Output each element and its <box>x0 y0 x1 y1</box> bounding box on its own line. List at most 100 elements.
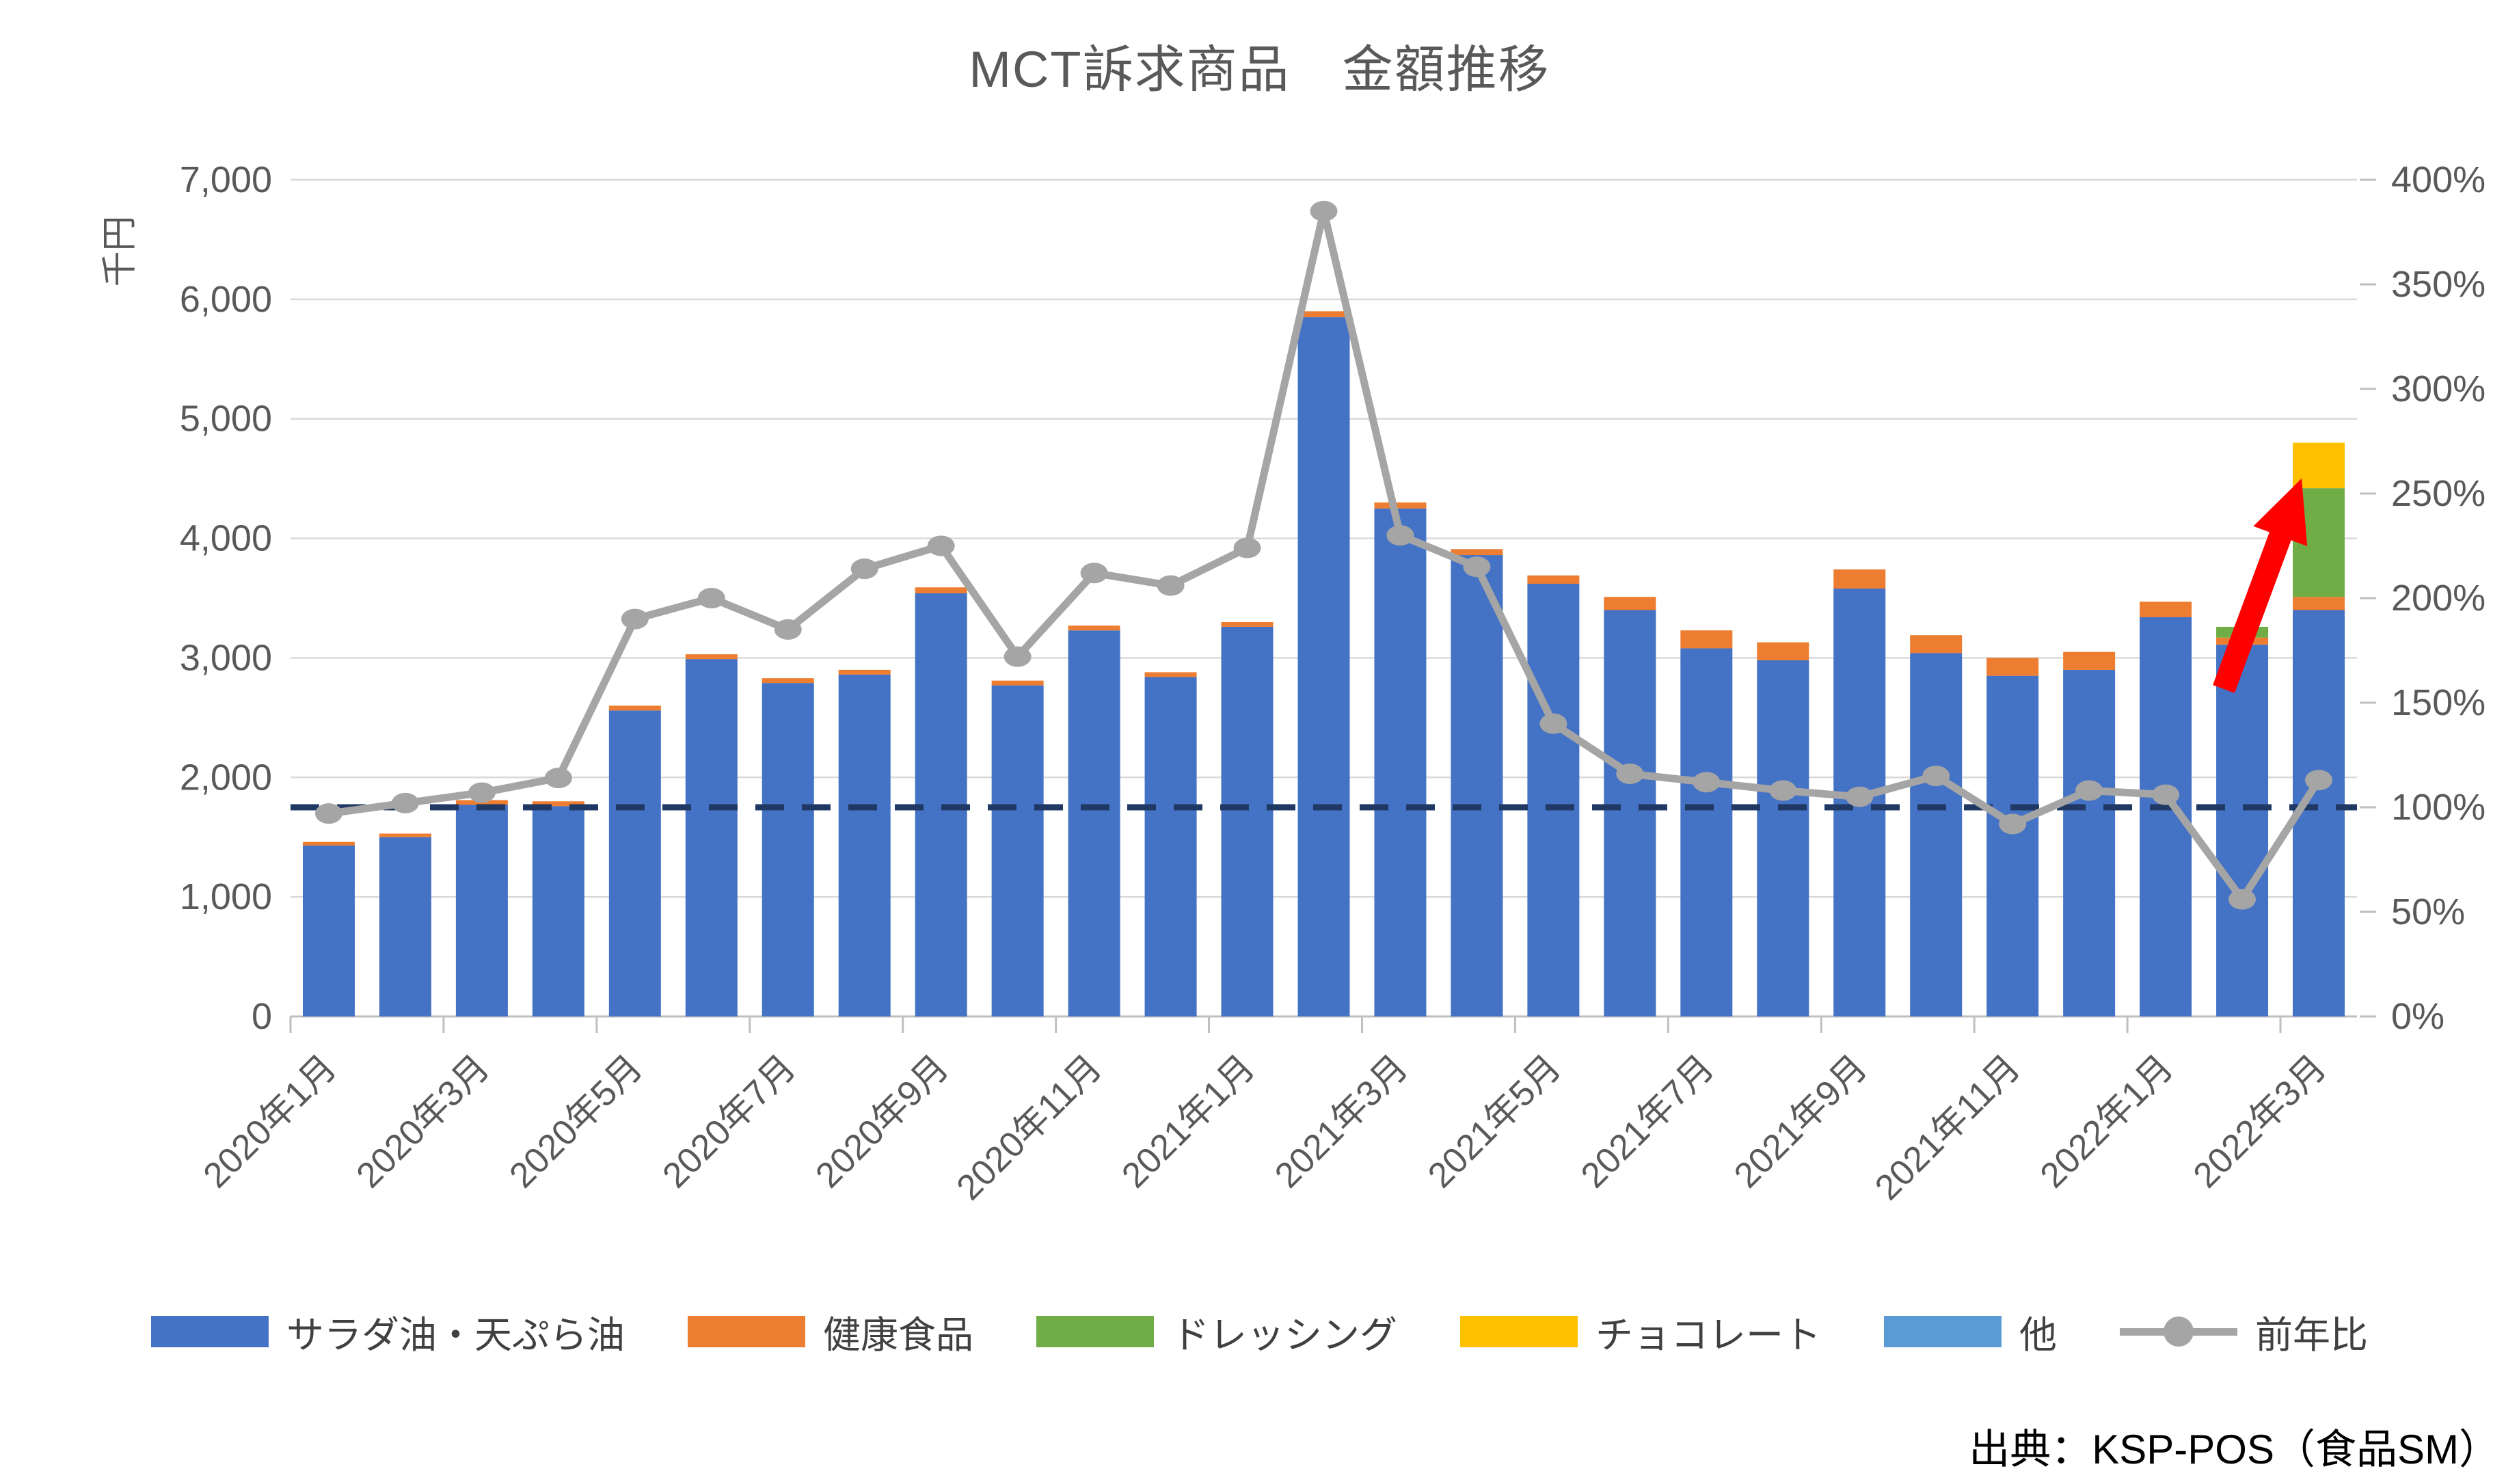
bar-segment <box>991 680 1044 686</box>
bar-segment <box>1527 575 1580 584</box>
bar-segment <box>1986 675 2039 1016</box>
legend-swatch-icon <box>150 1316 269 1347</box>
bar-segment <box>2216 645 2269 1016</box>
bar-segment <box>1527 584 1580 1016</box>
bar-segment <box>1297 311 1350 318</box>
bar-segment <box>1757 660 1809 1016</box>
right-axis-tick-label: 300% <box>2391 368 2486 409</box>
bar-segment <box>2140 602 2192 617</box>
yoy-line-marker <box>1386 525 1414 546</box>
yoy-line-marker <box>1922 766 1950 787</box>
legend-item-5: 前年比 <box>2120 1304 2368 1359</box>
yoy-line-marker <box>544 768 572 789</box>
bar-segment <box>1604 597 1656 610</box>
legend-swatch-icon <box>1460 1316 1578 1347</box>
bar-segment <box>1757 642 1809 660</box>
yoy-line-marker <box>927 535 955 556</box>
yoy-line-marker <box>1999 813 2027 835</box>
left-axis-tick-label: 4,000 <box>180 518 272 559</box>
yoy-line-marker <box>774 619 802 640</box>
bar-segment <box>1221 626 1274 1016</box>
bar-segment <box>838 669 891 675</box>
yoy-line-marker <box>314 803 342 824</box>
bar-segment <box>762 678 814 684</box>
left-axis-tick-label: 6,000 <box>180 279 272 320</box>
yoy-line-marker <box>1003 646 1032 667</box>
x-axis-label: 2020年5月 <box>502 1047 651 1196</box>
bar-segment <box>1910 653 1963 1016</box>
right-axis-tick-label: 150% <box>2391 682 2486 723</box>
bar-segment <box>1374 502 1427 509</box>
left-axis-tick-label: 0 <box>252 996 272 1037</box>
bar-segment <box>1986 658 2039 676</box>
x-axis-label: 2021年11月 <box>1868 1047 2028 1208</box>
legend-swatch-icon <box>1036 1316 1154 1347</box>
yoy-line-marker <box>1157 575 1185 596</box>
bar-segment <box>1451 549 1503 556</box>
legend-swatch-icon <box>1884 1316 2002 1347</box>
legend-label: 他 <box>2019 1314 2058 1356</box>
right-axis-tick-label: 100% <box>2391 787 2486 828</box>
page-title: MCT訴求商品 金額推移 <box>969 41 1550 98</box>
left-axis-tick-label: 5,000 <box>180 399 272 440</box>
x-axis-label: 2021年9月 <box>1727 1047 1875 1196</box>
chart-legend: サラダ油・天ぷら油 健康食品 ドレッシング チョコレート 他 前年比 <box>0 1304 2519 1359</box>
bar-segment <box>1910 635 1963 653</box>
yoy-line-marker <box>2228 889 2257 910</box>
yoy-line-marker <box>391 792 419 813</box>
bar-segment <box>532 806 584 1016</box>
bar-segment <box>302 845 355 1016</box>
legend-line-dot-icon <box>2164 1317 2194 1347</box>
x-axis-label: 2020年1月 <box>196 1047 345 1196</box>
yoy-line-marker <box>468 782 496 803</box>
legend-label: 健康食品 <box>822 1314 973 1356</box>
yoy-line-marker <box>2152 784 2180 805</box>
legend-item-1: 健康食品 <box>687 1304 973 1359</box>
yoy-line-marker <box>2075 780 2103 801</box>
yoy-line-marker <box>1463 556 1491 578</box>
x-axis-label: 2020年9月 <box>808 1047 956 1196</box>
yoy-line-marker <box>1233 537 1261 558</box>
legend-item-0: サラダ油・天ぷら油 <box>150 1304 625 1359</box>
right-axis-tick-label: 350% <box>2391 264 2486 305</box>
right-axis-tick-label: 0% <box>2391 996 2444 1037</box>
bar-segment <box>1374 508 1427 1016</box>
left-axis-tick-label: 1,000 <box>180 876 272 917</box>
x-axis-label: 2022年1月 <box>2033 1047 2181 1196</box>
x-axis-label: 2020年7月 <box>655 1047 803 1196</box>
legend-label: ドレッシング <box>1171 1314 1397 1356</box>
x-axis-label: 2021年3月 <box>1267 1047 1416 1196</box>
x-axis-label: 2020年3月 <box>349 1047 498 1196</box>
bar-segment <box>379 833 431 837</box>
legend-label: サラダ油・天ぷら油 <box>286 1314 625 1356</box>
legend-line-marker-icon <box>2120 1317 2238 1347</box>
left-axis-tick-label: 3,000 <box>180 637 272 678</box>
legend-label: チョコレート <box>1595 1314 1822 1356</box>
bar-segment <box>2063 651 2116 670</box>
bar-segment <box>1833 569 1886 589</box>
right-axis-tick-label: 200% <box>2391 578 2486 619</box>
legend-item-2: ドレッシング <box>1036 1304 1397 1359</box>
highlight-arrow <box>2213 478 2308 693</box>
bar-segment <box>915 587 967 594</box>
bar-segment <box>608 705 661 711</box>
bar-segment <box>1144 677 1197 1016</box>
yoy-line-marker <box>1616 764 1644 785</box>
yoy-line-marker <box>2305 770 2333 791</box>
bar-segment <box>2063 669 2116 1016</box>
bar-segment <box>2293 597 2345 610</box>
bar-segment <box>379 837 431 1016</box>
bar-segment <box>1604 610 1656 1016</box>
yoy-line-marker <box>1310 200 1338 221</box>
bar-segment <box>1451 555 1503 1016</box>
right-axis-tick-label: 50% <box>2391 891 2465 932</box>
legend-swatch-icon <box>687 1316 805 1347</box>
bar-segment <box>1144 672 1197 677</box>
right-axis-tick-label: 250% <box>2391 473 2486 514</box>
bar-segment <box>1221 621 1274 627</box>
yoy-line-marker <box>621 608 649 630</box>
bar-segment <box>455 805 508 1016</box>
left-axis-tick-label: 2,000 <box>180 757 272 798</box>
yoy-line-marker <box>850 558 878 580</box>
legend-item-4: 他 <box>1884 1304 2057 1359</box>
